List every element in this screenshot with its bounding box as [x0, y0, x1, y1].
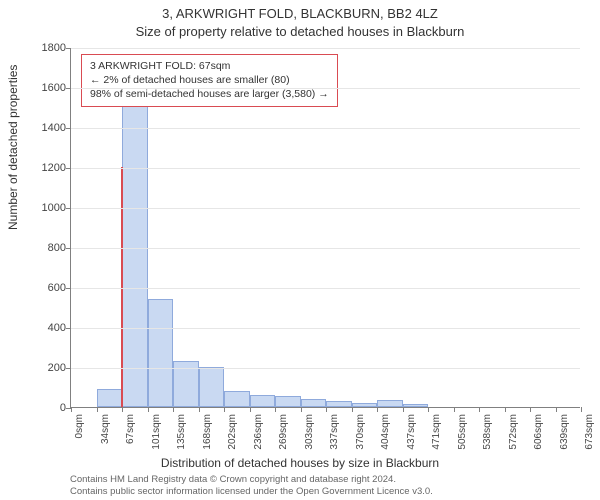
xtick-mark	[403, 407, 404, 412]
ytick-label: 1200	[26, 162, 66, 174]
xtick-mark	[199, 407, 200, 412]
histogram-bar	[148, 299, 174, 407]
highlight-line	[121, 167, 123, 407]
ytick-mark	[66, 88, 71, 89]
xtick-mark	[97, 407, 98, 412]
gridline	[71, 328, 580, 329]
ytick-mark	[66, 208, 71, 209]
xtick-mark	[505, 407, 506, 412]
histogram-bar	[352, 403, 378, 407]
annotation-line: 3 ARKWRIGHT FOLD: 67sqm	[90, 59, 329, 73]
xtick-mark	[148, 407, 149, 412]
gridline	[71, 288, 580, 289]
y-axis-label: Number of detached properties	[6, 65, 20, 230]
ytick-mark	[66, 248, 71, 249]
gridline	[71, 48, 580, 49]
gridline	[71, 88, 580, 89]
page-title: 3, ARKWRIGHT FOLD, BLACKBURN, BB2 4LZ	[0, 6, 600, 21]
xtick-mark	[479, 407, 480, 412]
ytick-label: 600	[26, 282, 66, 294]
xtick-mark	[326, 407, 327, 412]
xtick-mark	[71, 407, 72, 412]
histogram-bar	[199, 367, 225, 407]
ytick-label: 1000	[26, 202, 66, 214]
chart-page: 3, ARKWRIGHT FOLD, BLACKBURN, BB2 4LZ Si…	[0, 0, 600, 500]
footer-line: Contains public sector information licen…	[70, 486, 433, 498]
histogram-bar	[403, 404, 429, 407]
ytick-label: 400	[26, 322, 66, 334]
xtick-mark	[301, 407, 302, 412]
gridline	[71, 368, 580, 369]
page-subtitle: Size of property relative to detached ho…	[0, 24, 600, 39]
xtick-mark	[122, 407, 123, 412]
annotation-line: ← 2% of detached houses are smaller (80)	[90, 73, 329, 87]
ytick-label: 800	[26, 242, 66, 254]
annotation-line: 98% of semi-detached houses are larger (…	[90, 87, 329, 101]
ytick-label: 200	[26, 362, 66, 374]
ytick-mark	[66, 128, 71, 129]
gridline	[71, 248, 580, 249]
histogram-bar	[97, 389, 123, 407]
ytick-label: 1400	[26, 122, 66, 134]
histogram-bar	[377, 400, 403, 407]
histogram-bar	[301, 399, 327, 407]
xtick-mark	[250, 407, 251, 412]
histogram-bar	[122, 77, 148, 407]
footer-line: Contains HM Land Registry data © Crown c…	[70, 474, 433, 486]
ytick-label: 1600	[26, 82, 66, 94]
plot-area: 3 ARKWRIGHT FOLD: 67sqm ← 2% of detached…	[70, 48, 580, 408]
annotation-box: 3 ARKWRIGHT FOLD: 67sqm ← 2% of detached…	[81, 54, 338, 107]
gridline	[71, 128, 580, 129]
x-axis-label: Distribution of detached houses by size …	[0, 456, 600, 470]
gridline	[71, 168, 580, 169]
xtick-mark	[530, 407, 531, 412]
xtick-mark	[173, 407, 174, 412]
histogram-bar	[275, 396, 301, 407]
xtick-mark	[224, 407, 225, 412]
histogram-bar	[326, 401, 352, 407]
ytick-mark	[66, 48, 71, 49]
xtick-mark	[556, 407, 557, 412]
ytick-label: 1800	[26, 42, 66, 54]
histogram-bar	[224, 391, 250, 407]
xtick-mark	[377, 407, 378, 412]
histogram-bar	[250, 395, 276, 407]
ytick-mark	[66, 328, 71, 329]
gridline	[71, 208, 580, 209]
xtick-mark	[352, 407, 353, 412]
xtick-mark	[428, 407, 429, 412]
footer-attribution: Contains HM Land Registry data © Crown c…	[70, 474, 433, 498]
ytick-mark	[66, 368, 71, 369]
ytick-mark	[66, 168, 71, 169]
xtick-mark	[454, 407, 455, 412]
ytick-mark	[66, 288, 71, 289]
ytick-label: 0	[26, 402, 66, 414]
xtick-mark	[275, 407, 276, 412]
xtick-mark	[581, 407, 582, 412]
